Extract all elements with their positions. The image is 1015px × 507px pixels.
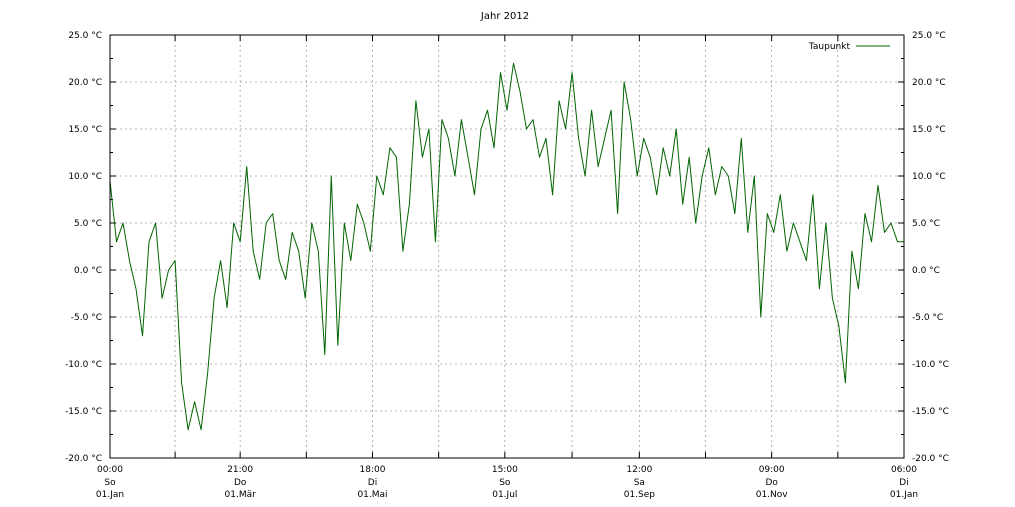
y-tick-label-right: -10.0 °C bbox=[912, 360, 949, 370]
x-tick-date: 01.Sep bbox=[624, 490, 656, 500]
y-tick-label-right: 10.0 °C bbox=[912, 172, 946, 182]
y-tick-label-right: -15.0 °C bbox=[912, 407, 949, 417]
x-tick-date: 01.Jul bbox=[492, 490, 517, 500]
legend-label: Taupunkt bbox=[808, 42, 851, 52]
x-tick-date: 01.Jan bbox=[96, 490, 124, 500]
y-tick-label-right: 15.0 °C bbox=[912, 125, 946, 135]
y-tick-label-left: 15.0 °C bbox=[68, 125, 102, 135]
x-tick-time: 00:00 bbox=[97, 465, 123, 475]
grid bbox=[110, 35, 904, 458]
x-tick-day: Do bbox=[765, 478, 778, 488]
series-line-taupunkt bbox=[109, 62, 904, 431]
y-tick-label-right: 0.0 °C bbox=[912, 266, 940, 276]
y-tick-label-left: 5.0 °C bbox=[74, 219, 102, 229]
y-tick-label-left: 10.0 °C bbox=[68, 172, 102, 182]
x-tick-time: 09:00 bbox=[759, 465, 785, 475]
y-tick-label-left: -15.0 °C bbox=[65, 407, 102, 417]
x-tick-day: Do bbox=[234, 478, 247, 488]
y-tick-label-right: -20.0 °C bbox=[912, 454, 949, 464]
axes: 25.0 °C 25.0 °C 20.0 °C 20.0 °C 15.0 °C 15.0 … bbox=[65, 31, 949, 500]
x-tick-day: Di bbox=[368, 478, 377, 488]
x-tick-time: 21:00 bbox=[227, 465, 253, 475]
y-tick-label-left: -20.0 °C bbox=[65, 454, 102, 464]
chart-title: Jahr 2012 bbox=[480, 11, 529, 22]
series-layer bbox=[109, 62, 904, 431]
x-tick-date: 01.Mai bbox=[357, 490, 387, 500]
x-tick-time: 15:00 bbox=[492, 465, 518, 475]
x-tick-date: 01.Mär bbox=[225, 490, 257, 500]
y-tick-label-left: 25.0 °C bbox=[68, 31, 102, 41]
y-tick-label-left: -5.0 °C bbox=[71, 313, 102, 323]
y-tick-label-right: 5.0 °C bbox=[912, 219, 940, 229]
x-tick-time: 12:00 bbox=[626, 465, 652, 475]
x-tick-date: 01.Nov bbox=[756, 490, 789, 500]
y-tick-label-left: -10.0 °C bbox=[65, 360, 102, 370]
y-tick-label-left: 0.0 °C bbox=[74, 266, 102, 276]
x-tick-date: 01.Jan bbox=[890, 490, 918, 500]
y-tick-label-right: 20.0 °C bbox=[912, 78, 946, 88]
x-tick-day: Di bbox=[899, 478, 908, 488]
y-tick-label-right: 25.0 °C bbox=[912, 31, 946, 41]
y-tick-label-left: 20.0 °C bbox=[68, 78, 102, 88]
x-tick-day: Sa bbox=[634, 478, 645, 488]
plot-frame bbox=[109, 34, 905, 459]
x-tick-time: 06:00 bbox=[891, 465, 917, 475]
legend: Taupunkt bbox=[808, 42, 890, 52]
x-tick-time: 18:00 bbox=[360, 465, 386, 475]
x-tick-day: So bbox=[499, 478, 511, 488]
x-tick-day: So bbox=[104, 478, 116, 488]
y-tick-label-right: -5.0 °C bbox=[912, 313, 943, 323]
